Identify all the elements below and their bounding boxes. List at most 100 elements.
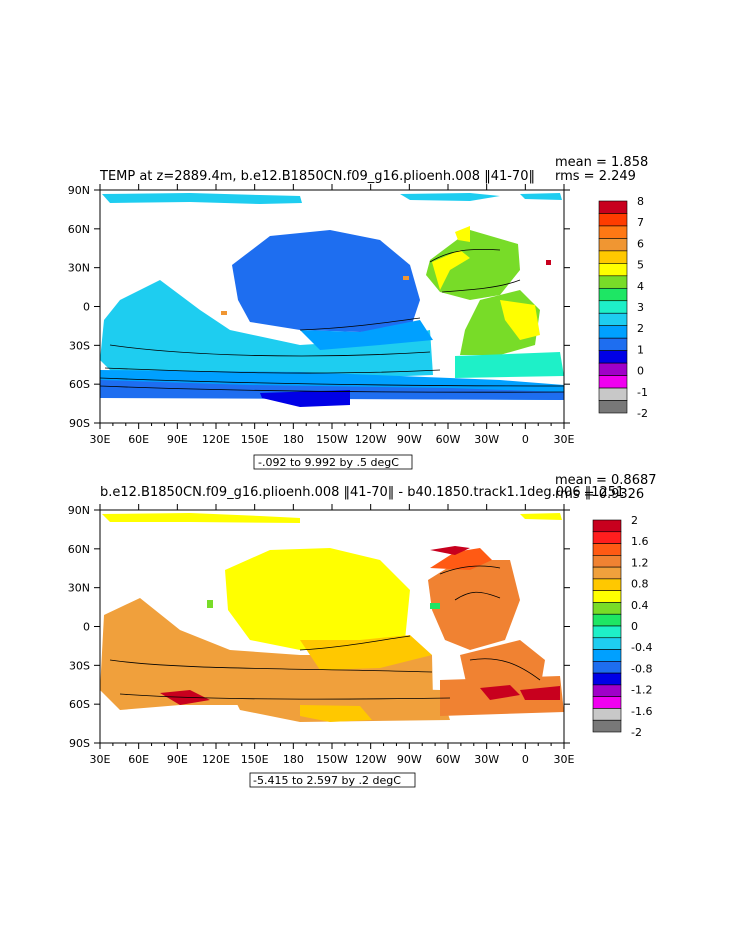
x-tick-label: 60E	[128, 753, 149, 766]
colorbar-swatch	[598, 300, 628, 314]
x-tick-label: 30W	[474, 433, 499, 446]
colorbar-swatch	[592, 590, 622, 603]
panel-1-rms: rms = 2.249	[555, 169, 636, 184]
x-tick-label: 120E	[202, 753, 230, 766]
colorbar-swatch	[598, 325, 628, 339]
panel-1-y-axis: 90N 60N 30N 0 30S 60S 90S	[68, 184, 570, 430]
colorbar-swatch	[598, 375, 628, 389]
colorbar-label: 1.6	[631, 535, 649, 548]
colorbar-swatch	[592, 719, 622, 733]
x-tick-label: 150E	[241, 753, 269, 766]
colorbar-swatch	[592, 684, 622, 697]
colorbar-swatch	[592, 708, 622, 721]
panel-2-rms: rms = 0.9326	[555, 487, 644, 502]
panel-2: b.e12.B1850CN.f09_g16.plioenh.008 ‖41-70…	[68, 473, 657, 788]
x-tick-label: 60W	[436, 753, 461, 766]
colorbar-swatch	[598, 350, 628, 364]
colorbar-swatch	[592, 566, 622, 580]
colorbar-swatch	[598, 287, 628, 302]
colorbar-label: 2	[637, 322, 644, 335]
colorbar-label: -1.2	[631, 684, 652, 697]
colorbar-swatch	[592, 649, 622, 662]
y-tick-label: 60S	[69, 378, 90, 391]
colorbar-swatch	[598, 400, 628, 414]
colorbar-swatch	[598, 213, 628, 227]
y-tick-label: 0	[83, 621, 90, 634]
colorbar-label: -2	[631, 726, 642, 739]
colorbar-swatch	[598, 362, 628, 376]
colorbar-label: 3	[637, 301, 644, 314]
colorbar-label: 2	[631, 514, 638, 527]
colorbar-swatch	[592, 531, 622, 544]
panel-1-mean: mean = 1.858	[555, 155, 648, 170]
y-tick-label: 90S	[69, 737, 90, 750]
y-tick-label: 60N	[68, 223, 90, 236]
x-tick-label: 30E	[554, 433, 575, 446]
x-tick-label: 30E	[554, 753, 575, 766]
colorbar-swatch	[598, 225, 628, 239]
colorbar-label: -0.8	[631, 662, 652, 675]
colorbar-swatch	[598, 387, 628, 401]
colorbar-swatch	[598, 250, 628, 264]
x-tick-label: 60W	[436, 433, 461, 446]
y-tick-label: 30S	[69, 659, 90, 672]
panel-1-range: -.092 to 9.992 by .5 degC	[258, 456, 399, 469]
colorbar-swatch	[598, 238, 628, 252]
colorbar-swatch	[592, 519, 622, 533]
colorbar-label: 0.4	[631, 599, 649, 612]
panel-2-map	[100, 513, 564, 722]
x-tick-label: 60E	[128, 433, 149, 446]
colorbar-swatch	[592, 672, 622, 686]
panel-2-y-axis: 90N 60N 30N 0 30S 60S 90S	[68, 504, 570, 750]
x-tick-label: 90W	[397, 433, 422, 446]
y-tick-label: 90N	[68, 184, 90, 197]
x-tick-label: 120W	[355, 753, 387, 766]
colorbar-label: 0.8	[631, 578, 649, 591]
panel-1-title: TEMP at z=2889.4m, b.e12.B1850CN.f09_g16…	[99, 169, 535, 184]
colorbar-swatch	[592, 543, 622, 556]
colorbar-label: 6	[637, 237, 644, 250]
x-tick-label: 90E	[167, 433, 188, 446]
colorbar-label: -2	[637, 407, 648, 420]
colorbar-swatch	[598, 312, 628, 327]
colorbar-swatch	[592, 613, 622, 627]
x-tick-label: 120W	[355, 433, 387, 446]
x-tick-label: 120E	[202, 433, 230, 446]
panel-2-colorbar: 2 1.6 1.2 0.8 0.4 0 -0.4 -0.8 -1.2 -1.6 -2	[592, 514, 652, 739]
panel-1-x-axis: 30E 60E 90E 120E 150E 180 150W 120W 90W 60W 30W 0 30…	[90, 184, 575, 446]
colorbar-swatch	[592, 578, 622, 591]
colorbar-label: 8	[637, 195, 644, 208]
x-tick-label: 150E	[241, 433, 269, 446]
x-tick-label: 90E	[167, 753, 188, 766]
y-tick-label: 90S	[69, 417, 90, 430]
colorbar-swatch	[592, 696, 622, 709]
colorbar-label: 4	[637, 280, 644, 293]
colorbar-swatch	[592, 555, 622, 568]
panel-2-mean: mean = 0.8687	[555, 473, 657, 488]
x-tick-label: 150W	[316, 753, 348, 766]
y-tick-label: 30N	[68, 262, 90, 275]
colorbar-swatch	[592, 661, 622, 674]
colorbar-swatch	[598, 200, 628, 214]
colorbar-label: -0.4	[631, 641, 652, 654]
colorbar-swatch	[592, 625, 622, 639]
colorbar-label: 0	[631, 620, 638, 633]
x-tick-label: 150W	[316, 433, 348, 446]
colorbar-label: 7	[637, 216, 644, 229]
panel-1: TEMP at z=2889.4m, b.e12.B1850CN.f09_g16…	[68, 155, 648, 470]
x-tick-label: 180	[283, 433, 304, 446]
panel-2-range: -5.415 to 2.597 by .2 degC	[253, 774, 401, 787]
y-tick-label: 30N	[68, 582, 90, 595]
colorbar-swatch	[592, 637, 622, 650]
x-tick-label: 90W	[397, 753, 422, 766]
y-tick-label: 90N	[68, 504, 90, 517]
x-tick-label: 0	[522, 753, 529, 766]
colorbar-label: 1.2	[631, 556, 649, 569]
colorbar-swatch	[598, 275, 628, 289]
colorbar-label: -1.6	[631, 705, 652, 718]
y-tick-label: 60S	[69, 698, 90, 711]
x-tick-label: 0	[522, 433, 529, 446]
x-tick-label: 30E	[90, 433, 111, 446]
colorbar-label: 1	[637, 343, 644, 356]
x-tick-label: 30E	[90, 753, 111, 766]
